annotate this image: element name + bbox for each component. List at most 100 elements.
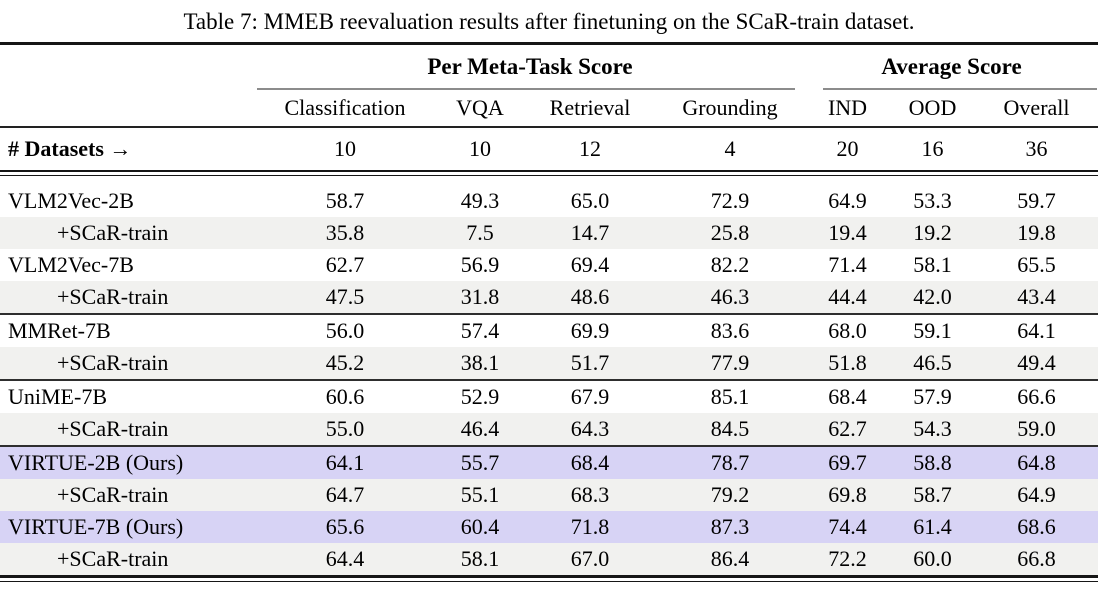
group-header-row: Per Meta-Task Score Average Score [0, 45, 1098, 90]
score-cell: 45.2 [255, 347, 435, 380]
score-cell: 54.3 [890, 413, 976, 446]
score-cell: 65.0 [570, 188, 610, 213]
datasets-count: 16 [890, 126, 976, 170]
score-cell: 68.0 [805, 313, 891, 347]
column-header-row: Classification VQA Retrieval Grounding I… [0, 90, 1098, 127]
score-cell: 71.4 [828, 252, 867, 277]
score-cell: 59.1 [890, 313, 976, 347]
results-table: Per Meta-Task Score Average Score Classi… [0, 45, 1098, 575]
table-row: VLM2Vec-2B 58.7 49.3 65.0 72.9 64.9 53.3 59.7 [0, 176, 1098, 217]
column-header-vqa: VQA [456, 95, 504, 120]
score-cell: 84.5 [655, 413, 806, 446]
score-cell: 69.8 [805, 479, 891, 511]
cmidrule-left [257, 88, 796, 90]
score-cell: 14.7 [525, 217, 655, 249]
score-cell: 68.4 [525, 445, 655, 479]
score-cell: 58.7 [890, 479, 976, 511]
column-header-classification: Classification [284, 95, 406, 120]
score-cell: 69.9 [525, 313, 655, 347]
datasets-count: 10 [255, 126, 435, 170]
score-cell: 57.9 [890, 379, 976, 413]
score-cell: 87.3 [655, 511, 806, 543]
score-cell: 60.6 [255, 379, 435, 413]
score-cell: 38.1 [435, 347, 525, 380]
score-cell: 55.1 [435, 479, 525, 511]
datasets-count-row: # Datasets → 10 10 12 4 20 16 36 [0, 126, 1098, 170]
score-cell: 72.2 [805, 543, 891, 575]
score-cell: 60.0 [890, 543, 976, 575]
group-header-spacer [0, 45, 255, 90]
score-cell: 60.4 [435, 511, 525, 543]
table-row: +SCaR-train 55.0 46.4 64.3 84.5 62.7 54.3 59.0 [0, 413, 1098, 446]
column-header-spacer [0, 90, 255, 127]
score-cell: 58.8 [890, 445, 976, 479]
score-cell: 78.7 [655, 445, 806, 479]
score-cell: 19.4 [805, 217, 891, 249]
score-cell: 68.4 [805, 379, 891, 413]
column-header-ind: IND [827, 95, 868, 120]
score-cell: 71.8 [525, 511, 655, 543]
score-cell: 83.6 [655, 313, 806, 347]
double-rule [0, 170, 1098, 176]
datasets-row-label: # Datasets → [0, 126, 255, 170]
table-row: +SCaR-train 45.2 38.1 51.7 77.9 51.8 46.5 49.4 [0, 347, 1098, 380]
column-header-grounding: Grounding [682, 95, 778, 120]
table-row: MMRet-7B 56.0 57.4 69.9 83.6 68.0 59.1 64.1 [0, 313, 1098, 347]
score-cell: 42.0 [890, 281, 976, 314]
top-rule [0, 42, 1098, 45]
score-cell: 64.8 [975, 445, 1098, 479]
row-label: VLM2Vec-7B [8, 252, 134, 277]
score-cell: 46.5 [890, 347, 976, 380]
row-label: UniME-7B [0, 379, 255, 413]
row-label: VLM2Vec-2B [8, 188, 134, 213]
datasets-count: 4 [655, 126, 806, 170]
score-cell: 64.4 [255, 543, 435, 575]
score-cell: 58.7 [325, 188, 365, 213]
group-header-per-meta-task-label: Per Meta-Task Score [427, 54, 633, 79]
score-cell: 62.7 [805, 413, 891, 446]
score-cell: 79.2 [655, 479, 806, 511]
score-cell: 19.2 [890, 217, 976, 249]
score-cell: 68.3 [525, 479, 655, 511]
score-cell: 64.9 [975, 479, 1098, 511]
table-row: +SCaR-train 35.8 7.5 14.7 25.8 19.4 19.2 19.8 [0, 217, 1098, 249]
cmidrule-right [823, 88, 1098, 90]
score-cell: 56.0 [255, 313, 435, 347]
score-cell: 48.6 [525, 281, 655, 314]
table-row: +SCaR-train 64.7 55.1 68.3 79.2 69.8 58.7 64.9 [0, 479, 1098, 511]
row-label: MMRet-7B [0, 313, 255, 347]
score-cell: 69.7 [805, 445, 891, 479]
score-cell: 64.9 [828, 188, 867, 213]
datasets-count: 10 [435, 126, 525, 170]
table-row: +SCaR-train 47.5 31.8 48.6 46.3 44.4 42.0 43.4 [0, 281, 1098, 314]
score-cell: 68.6 [975, 511, 1098, 543]
group-header-per-meta-task: Per Meta-Task Score [255, 45, 805, 90]
score-cell: 52.9 [435, 379, 525, 413]
score-cell: 59.0 [975, 413, 1098, 446]
group-header-average-score: Average Score [805, 45, 1098, 90]
score-cell: 43.4 [975, 281, 1098, 314]
score-cell: 61.4 [890, 511, 976, 543]
score-cell: 66.6 [975, 379, 1098, 413]
bottom-rule [0, 575, 1098, 582]
score-cell: 85.1 [655, 379, 806, 413]
score-cell: 82.2 [710, 252, 750, 277]
score-cell: 72.9 [710, 188, 750, 213]
row-label: +SCaR-train [0, 413, 255, 446]
row-label: +SCaR-train [0, 217, 255, 249]
row-label: +SCaR-train [0, 479, 255, 511]
score-cell: 7.5 [435, 217, 525, 249]
score-cell: 51.8 [805, 347, 891, 380]
row-label: +SCaR-train [0, 543, 255, 575]
datasets-count: 12 [525, 126, 655, 170]
score-cell: 55.0 [255, 413, 435, 446]
score-cell: 19.8 [975, 217, 1098, 249]
score-cell: 55.7 [435, 445, 525, 479]
column-header-retrieval: Retrieval [549, 95, 631, 120]
score-cell: 51.7 [525, 347, 655, 380]
score-cell: 69.4 [570, 252, 610, 277]
score-cell: 64.7 [255, 479, 435, 511]
datasets-count: 20 [805, 126, 891, 170]
table-row: +SCaR-train 64.4 58.1 67.0 86.4 72.2 60.0 66.8 [0, 543, 1098, 575]
score-cell: 86.4 [655, 543, 806, 575]
